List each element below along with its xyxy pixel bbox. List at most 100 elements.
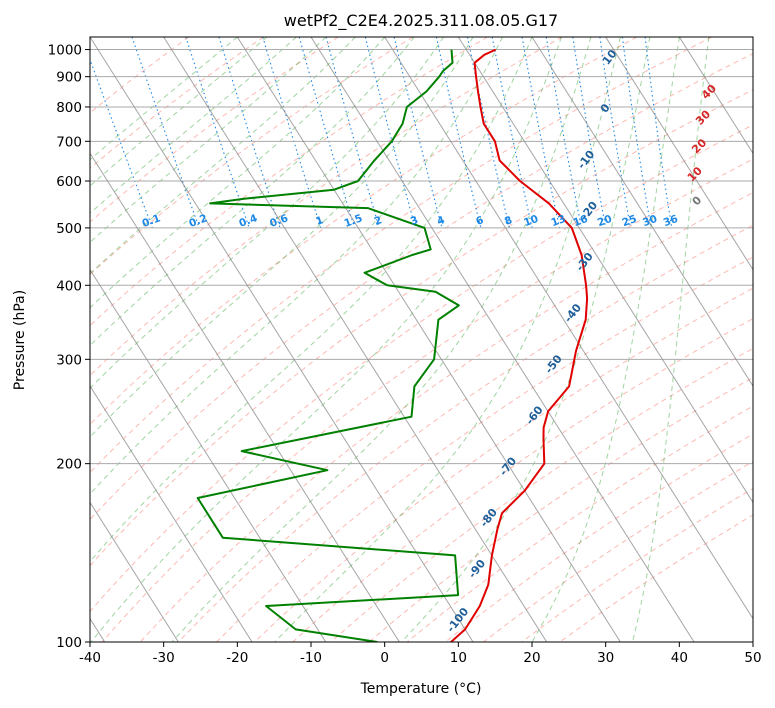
dewpoint-line xyxy=(196,49,460,642)
dry-adiabat-line xyxy=(368,376,753,642)
dry-adiabat-line xyxy=(90,37,712,474)
dry-adiabat-line xyxy=(216,256,753,642)
dry-adiabat-line xyxy=(90,37,264,169)
mixing-ratio-line xyxy=(521,37,561,229)
dry-adiabat-line xyxy=(90,37,339,223)
dry-adiabat-line xyxy=(101,158,753,642)
y-axis-label: Pressure (hPa) xyxy=(12,290,28,390)
moist-adiabat-line xyxy=(90,37,297,214)
moist-adiabat-line xyxy=(401,37,651,642)
moist-adiabat-line xyxy=(531,37,680,642)
temperature-line xyxy=(450,48,589,642)
mixing-ratio-line xyxy=(572,37,607,229)
mixing-ratio-line xyxy=(185,37,250,229)
isotherm-line xyxy=(90,37,474,642)
isotherm-line xyxy=(236,37,621,642)
x-tick-label: -10 xyxy=(300,650,322,666)
dry-adiabat-line xyxy=(292,318,753,642)
dry-adiabat-line xyxy=(90,52,753,521)
plot-area: -100-90-80-70-60-50-40-30-20-10010010203… xyxy=(90,37,753,642)
mixing-ratio-line xyxy=(325,37,380,229)
moist-adiabat-line xyxy=(90,37,415,347)
x-tick-label: 20 xyxy=(523,650,540,666)
moist-adiabat-line xyxy=(90,37,503,495)
x-tick-label: -40 xyxy=(79,650,101,666)
x-tick-label: -20 xyxy=(226,650,248,666)
isotherm-line xyxy=(605,37,753,271)
x-tick-label: 50 xyxy=(744,650,761,666)
mixing-ratio-label: 4 xyxy=(435,214,446,228)
plot-frame xyxy=(89,36,754,643)
x-tick-label: -30 xyxy=(153,650,175,666)
moist-adiabat-line xyxy=(90,37,327,244)
isotherm-line xyxy=(457,37,753,504)
y-tick-label: 800 xyxy=(56,100,82,116)
y-tick-label: 900 xyxy=(56,70,82,86)
y-tick-label: 500 xyxy=(56,221,82,237)
isotherm-line xyxy=(531,37,753,387)
mixing-ratio-line xyxy=(262,37,322,229)
mixing-ratio-line xyxy=(545,37,583,229)
x-tick-label: 0 xyxy=(380,650,389,666)
mixing-ratio-label: 0.1 xyxy=(141,212,163,230)
y-tick-label: 700 xyxy=(56,134,82,150)
mixing-ratio-label: 0.2 xyxy=(187,212,209,230)
mixing-ratio-line xyxy=(218,37,281,229)
mixing-ratio-label: 13 xyxy=(550,213,568,229)
mixing-ratio-label: 10 xyxy=(522,213,540,229)
mixing-ratio-label: 30 xyxy=(641,213,659,229)
isotherm-line xyxy=(90,501,179,642)
y-tick-label: 100 xyxy=(56,635,82,651)
dry-adiabat-line xyxy=(90,89,753,567)
chart-title: wetPf2_C2E4.2025.311.08.05.G17 xyxy=(284,11,558,31)
moist-adiabat-line xyxy=(90,37,386,309)
mixing-ratio-label: 0.6 xyxy=(268,212,290,230)
moist-adiabat-line xyxy=(632,37,710,642)
x-tick-label: 40 xyxy=(671,650,688,666)
moist-adiabat-line xyxy=(90,37,238,161)
mixing-ratio-label: 8 xyxy=(503,214,514,228)
dry-adiabat-line xyxy=(90,124,753,613)
moist-adiabat-line xyxy=(90,37,474,438)
mixing-ratio-label: 0.4 xyxy=(237,212,259,230)
mixing-ratio-lines xyxy=(90,37,673,229)
mixing-ratio-label: 2 xyxy=(373,214,384,228)
mixing-ratio-label: 3 xyxy=(409,214,420,228)
isotherm-line xyxy=(90,385,253,642)
y-tick-label: 400 xyxy=(56,278,82,294)
y-tick-label: 200 xyxy=(56,457,82,473)
pressure-gridlines xyxy=(90,49,753,642)
skewed-isotherms xyxy=(90,37,753,642)
mixing-ratio-line xyxy=(621,37,652,228)
x-axis: -40 -30 -20 -10 0 10 20 30 40 50 xyxy=(79,642,762,666)
y-axis: 100 200 300 400 500 600 700 800 900 1000 xyxy=(48,43,90,651)
mixing-ratio-label: 36 xyxy=(662,213,680,229)
isotherm-line xyxy=(310,37,695,642)
mixing-ratio-label: 1 xyxy=(314,214,325,228)
mixing-ratio-label: 25 xyxy=(621,213,639,229)
mixing-ratio-label: 6 xyxy=(474,214,485,228)
mixing-ratio-label: 16 xyxy=(572,213,590,229)
isotherm-line xyxy=(384,37,753,620)
isotherm-line xyxy=(90,152,400,642)
isotherm-line xyxy=(163,37,548,642)
dry-adiabat-line xyxy=(90,37,638,426)
moist-adiabat-line xyxy=(90,37,562,642)
dry-adiabat-line xyxy=(90,37,488,327)
mixing-ratio-line xyxy=(644,37,673,228)
x-tick-label: 10 xyxy=(450,650,467,666)
y-tick-label: 1000 xyxy=(48,43,82,59)
mixing-ratio-line xyxy=(298,37,355,229)
x-tick-label: 30 xyxy=(597,650,614,666)
y-tick-label: 600 xyxy=(56,174,82,190)
isotherm-line xyxy=(678,37,753,155)
mixing-ratio-line xyxy=(599,37,632,228)
mixing-ratio-label: 1.5 xyxy=(343,212,365,230)
sounding-series xyxy=(196,48,589,642)
dry-adiabat-line xyxy=(139,191,753,642)
mixing-ratio-line xyxy=(491,37,533,229)
x-axis-label: Temperature (°C) xyxy=(360,681,482,697)
y-tick-label: 300 xyxy=(56,352,82,368)
